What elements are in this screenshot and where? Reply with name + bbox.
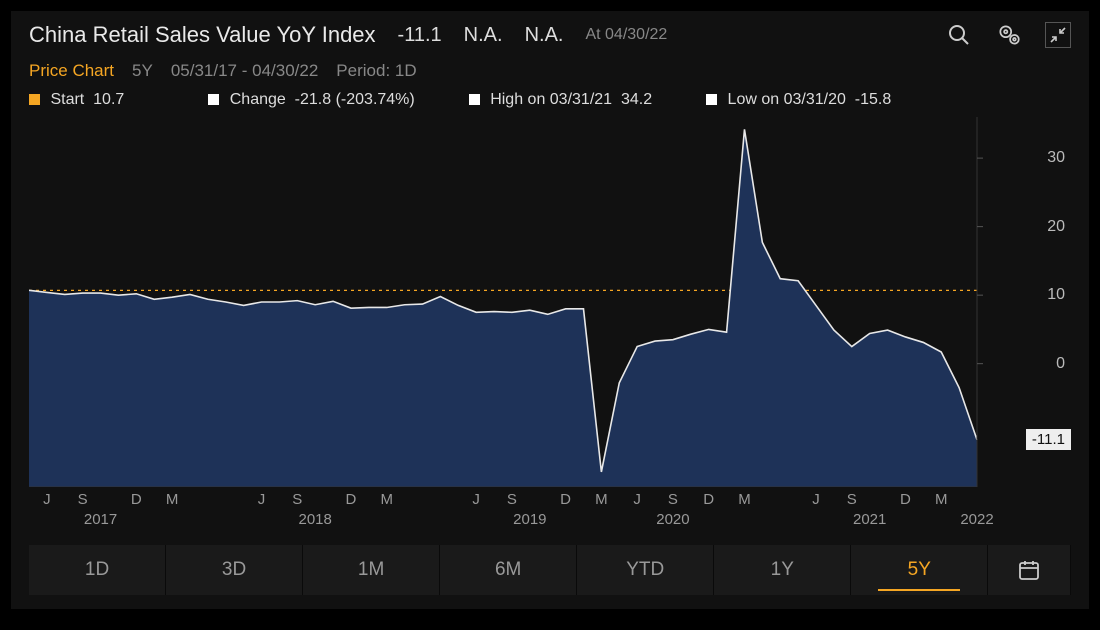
- x-tick-label: J: [43, 491, 51, 508]
- high-swatch: [469, 94, 480, 105]
- range-ytd[interactable]: YTD: [577, 545, 714, 595]
- change-stat: Change -21.8 (-203.74%): [208, 91, 414, 109]
- y-tick-label: 0: [1056, 355, 1065, 373]
- x-year-label: 2022: [960, 511, 993, 528]
- x-tick-label: J: [472, 491, 480, 508]
- settings-icon[interactable]: [995, 21, 1023, 49]
- calendar-icon[interactable]: [988, 545, 1071, 595]
- period-label: Period: 1D: [336, 61, 416, 81]
- title-bar: China Retail Sales Value YoY Index -11.1…: [11, 11, 1089, 55]
- high-stat: High on 03/31/21 34.2: [469, 91, 652, 109]
- range-5y[interactable]: 5Y: [851, 545, 988, 595]
- x-tick-label: S: [847, 491, 857, 508]
- compress-icon[interactable]: [1045, 22, 1071, 48]
- chart-header: Price Chart 5Y 05/31/17 - 04/30/22 Perio…: [11, 55, 1089, 87]
- x-year-label: 2020: [656, 511, 689, 528]
- x-tick-label: D: [346, 491, 357, 508]
- na-1: N.A.: [464, 24, 503, 47]
- stats-row: Start 10.7 Change -21.8 (-203.74%) High …: [11, 87, 1089, 117]
- start-stat: Start 10.7: [29, 91, 124, 109]
- range-1d[interactable]: 1D: [29, 545, 166, 595]
- low-stat: Low on 03/31/20 -15.8: [706, 91, 891, 109]
- x-tick-label: J: [812, 491, 820, 508]
- x-year-label: 2017: [84, 511, 117, 528]
- start-swatch: [29, 94, 40, 105]
- last-value-badge: -11.1: [1026, 429, 1071, 450]
- date-range: 05/31/17 - 04/30/22: [171, 61, 318, 81]
- range-selector: 1D3D1M6MYTD1Y5Y: [29, 545, 1071, 595]
- range-1y[interactable]: 1Y: [714, 545, 851, 595]
- terminal-panel: China Retail Sales Value YoY Index -11.1…: [10, 10, 1090, 610]
- range-3d[interactable]: 3D: [166, 545, 303, 595]
- change-swatch: [208, 94, 219, 105]
- x-tick-label: M: [380, 491, 393, 508]
- y-tick-label: 20: [1047, 218, 1065, 236]
- series-title: China Retail Sales Value YoY Index: [29, 22, 376, 48]
- low-swatch: [706, 94, 717, 105]
- range-1m[interactable]: 1M: [303, 545, 440, 595]
- x-year-label: 2021: [853, 511, 886, 528]
- last-value: -11.1: [398, 24, 442, 47]
- x-tick-label: D: [703, 491, 714, 508]
- x-tick-label: S: [292, 491, 302, 508]
- y-tick-label: 30: [1047, 149, 1065, 167]
- x-tick-label: M: [935, 491, 948, 508]
- x-tick-label: D: [131, 491, 142, 508]
- x-tick-label: M: [595, 491, 608, 508]
- x-tick-label: J: [633, 491, 641, 508]
- x-tick-label: S: [78, 491, 88, 508]
- chart-area[interactable]: 0 10 20 30 -11.1: [29, 117, 1071, 487]
- y-tick-label: 10: [1047, 286, 1065, 304]
- x-axis: J S D M J S D M J S D M J S D M J S D M 2017 2018 2019 2020 2021…: [29, 491, 1071, 533]
- search-icon[interactable]: [945, 21, 973, 49]
- x-tick-label: M: [738, 491, 751, 508]
- chart-mode-label: Price Chart: [29, 61, 114, 81]
- x-tick-label: S: [507, 491, 517, 508]
- x-tick-label: D: [560, 491, 571, 508]
- x-tick-label: D: [900, 491, 911, 508]
- range-6m[interactable]: 6M: [440, 545, 577, 595]
- x-tick-label: S: [668, 491, 678, 508]
- range-indicator[interactable]: 5Y: [132, 61, 153, 81]
- x-year-label: 2018: [299, 511, 332, 528]
- na-2: N.A.: [525, 24, 564, 47]
- x-tick-label: M: [166, 491, 179, 508]
- x-tick-label: J: [258, 491, 266, 508]
- as-of-label: At 04/30/22: [585, 26, 667, 44]
- x-year-label: 2019: [513, 511, 546, 528]
